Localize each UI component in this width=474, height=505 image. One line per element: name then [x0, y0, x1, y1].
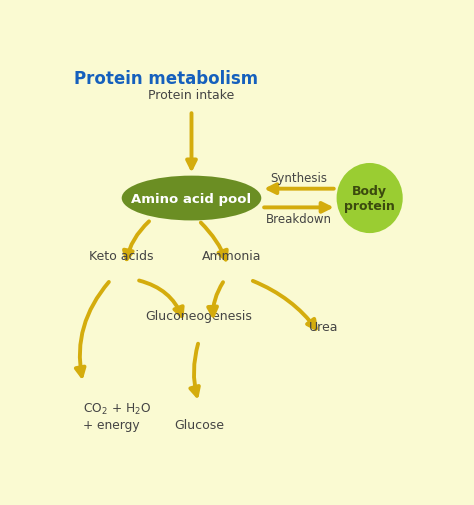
- Text: Keto acids: Keto acids: [90, 250, 154, 263]
- Text: Glucose: Glucose: [174, 418, 224, 431]
- Text: Body
protein: Body protein: [344, 185, 395, 213]
- Text: Urea: Urea: [309, 321, 338, 334]
- Ellipse shape: [122, 176, 261, 221]
- Text: Ammonia: Ammonia: [202, 250, 262, 263]
- Text: Amino acid pool: Amino acid pool: [131, 192, 252, 205]
- Text: Protein intake: Protein intake: [148, 88, 235, 102]
- Circle shape: [337, 164, 403, 234]
- Text: Breakdown: Breakdown: [266, 213, 332, 226]
- Text: Protein metabolism: Protein metabolism: [74, 70, 258, 88]
- Text: CO$_2$ + H$_2$O
+ energy: CO$_2$ + H$_2$O + energy: [83, 401, 151, 431]
- Text: Synthesis: Synthesis: [271, 172, 328, 185]
- Text: Gluconeogenesis: Gluconeogenesis: [146, 309, 252, 322]
